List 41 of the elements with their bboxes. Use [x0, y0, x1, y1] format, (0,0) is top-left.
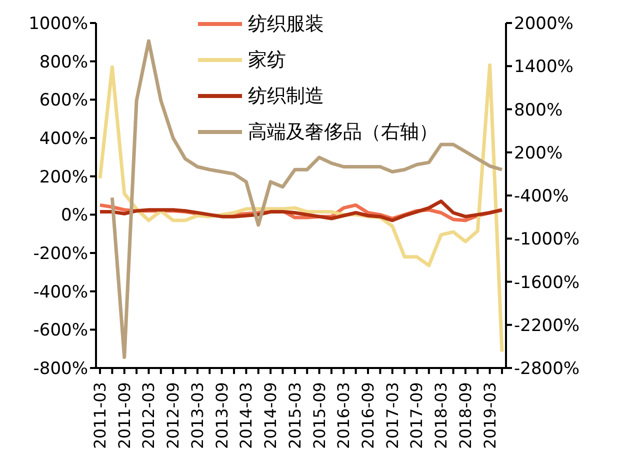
y2-tick-label: 200%	[514, 143, 563, 164]
y-tick-label: 800%	[39, 52, 88, 72]
x-tick-label: 2011-03	[90, 382, 110, 449]
x-tick-label: 2018-09	[456, 382, 475, 449]
y-tick-label: -400%	[33, 282, 88, 302]
y-tick-label: 1000%	[28, 14, 88, 34]
y2-tick-label: -2800%	[514, 359, 580, 380]
y-tick-label: -800%	[33, 359, 88, 380]
y-tick-label: 200%	[39, 167, 88, 188]
legend-label: 家纺	[248, 48, 286, 73]
y2-tick-label: -1000%	[514, 230, 580, 250]
y2-tick-label: -400%	[514, 186, 569, 207]
x-tick-label: 2018-03	[432, 382, 451, 449]
y-tick-label: 0%	[61, 206, 88, 226]
legend-label: 纺织服装	[248, 12, 324, 37]
x-tick-label: 2015-09	[310, 382, 329, 449]
x-tick-label: 2017-09	[407, 382, 426, 449]
y2-tick-label: 1400%	[514, 57, 574, 78]
x-tick-label: 2015-03	[285, 382, 304, 449]
y2-tick-label: -2200%	[514, 316, 580, 336]
x-tick-label: 2016-03	[334, 382, 354, 449]
line-series	[98, 200, 504, 222]
x-tick-label: 2019-03	[480, 382, 500, 449]
x-tick-label: 2013-03	[188, 382, 207, 449]
y-tick-label: -600%	[33, 320, 88, 341]
y2-tick-label: -1600%	[514, 272, 580, 293]
x-tick-label: 2012-09	[164, 382, 183, 449]
x-tick-label: 2016-09	[358, 382, 378, 449]
y2-tick-label: 2000%	[514, 14, 574, 34]
y-tick-label: 600%	[39, 90, 88, 111]
x-tick-label: 2017-03	[382, 382, 402, 449]
x-tick-label: 2014-09	[261, 382, 280, 449]
x-tick-label: 2014-03	[236, 382, 256, 449]
y-tick-label: -200%	[33, 244, 88, 264]
legend-label: 高端及奢侈品（右轴）	[248, 120, 438, 145]
y2-tick-label: 800%	[514, 100, 563, 120]
y-tick-label: 400%	[39, 129, 88, 150]
x-tick-label: 2013-09	[212, 382, 232, 449]
legend-label: 纺织制造	[248, 84, 324, 109]
x-tick-label: 2012-03	[139, 382, 158, 449]
x-tick-label: 2011-09	[114, 382, 134, 449]
